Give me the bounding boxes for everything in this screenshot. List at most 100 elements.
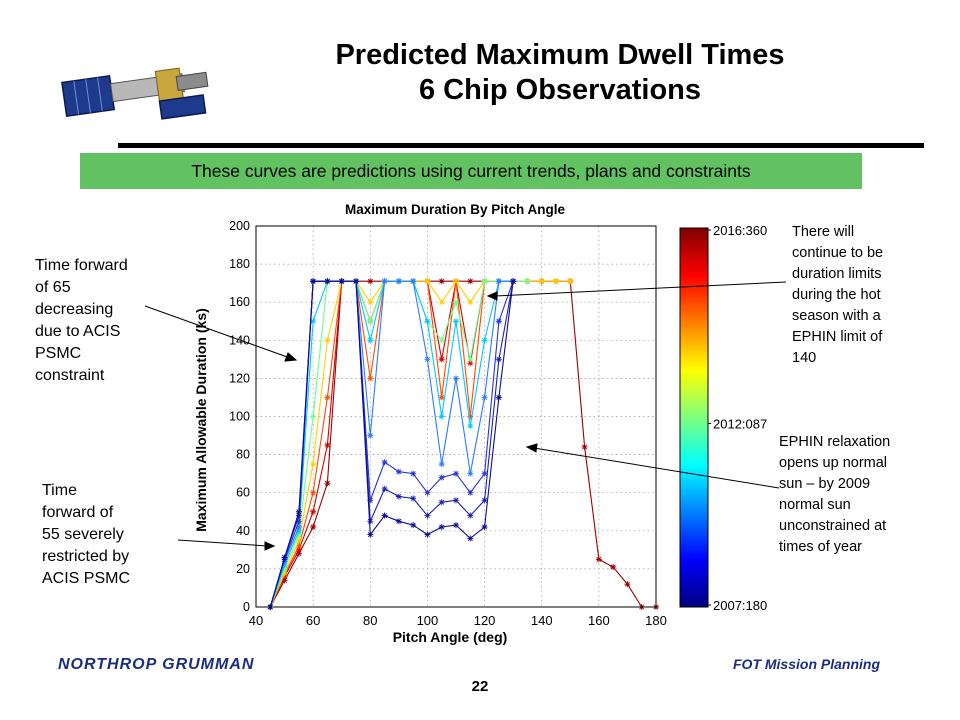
data-point [295,531,302,538]
callout-line: unconstrained at [779,518,887,534]
data-point [324,394,331,401]
data-point [367,278,374,285]
data-point [395,278,402,285]
callout-forward-65: Time forward of 65 decreasing due to ACI… [35,255,128,387]
slide-title-line2: 6 Chip Observations [418,74,701,107]
callout-line: times of year [779,539,862,555]
data-point [381,485,388,492]
callout-line: EPHIN limit of [792,329,883,345]
data-point [595,556,602,563]
chart-title: Maximum Duration By Pitch Angle [345,202,566,217]
satellite-logo [61,67,209,120]
data-point [481,470,488,477]
data-point [438,394,445,401]
data-point [310,278,317,285]
y-tick-label: 20 [236,562,250,576]
data-point [467,356,474,363]
data-point [324,480,331,487]
colorbar-label: 2012:087 [713,417,767,432]
x-tick-label: 180 [645,613,667,628]
data-point [453,470,459,477]
data-point [467,299,474,306]
data-point [467,360,474,367]
data-point [295,523,302,530]
data-point [381,512,388,519]
data-point [367,337,374,344]
data-point [467,512,474,519]
x-tick-label: 60 [306,613,320,628]
data-point [438,413,445,420]
data-point [467,535,474,542]
prediction-banner: These curves are predictions using curre… [80,153,862,189]
x-tick-label: 120 [474,613,496,628]
callout-line: forward of [42,504,114,521]
x-tick-label: 140 [531,613,553,628]
callout-line: 55 severely [42,526,124,543]
data-point [295,527,302,534]
data-point [310,489,317,496]
data-point [410,278,417,285]
x-tick-label: 80 [363,613,377,628]
callout-line: of 65 [35,279,71,296]
data-point [495,318,502,325]
data-point [424,356,431,363]
title-divider [118,143,924,148]
data-point [281,554,288,561]
colorbar-label: 2007:180 [713,598,767,613]
callout-line: PSMC [35,345,82,362]
y-tick-label: 180 [229,257,250,271]
data-point [438,461,445,468]
callout-line: during the hot [792,287,881,303]
y-tick-label: 160 [229,295,250,309]
footer-mission-planning: FOT Mission Planning [733,656,880,672]
callout-line: constraint [35,367,105,384]
data-point [481,497,488,504]
data-point [467,413,474,420]
data-point [295,550,302,557]
data-point [310,318,317,325]
data-point [324,278,331,285]
data-point [367,375,374,382]
data-point [495,394,502,401]
data-point [424,512,431,519]
callout-hot-season: There will continue to be duration limit… [792,222,883,369]
data-point [367,318,374,325]
callout-line: EPHIN relaxation [779,434,891,450]
page-number: 22 [471,678,489,695]
data-point [324,442,331,449]
data-point [424,278,431,285]
callout-line: Time forward [35,257,128,274]
y-tick-label: 120 [229,371,250,385]
data-point [453,522,459,529]
callout-line: duration limits [792,266,882,282]
data-point [438,356,445,363]
callout-forward-55: Time forward of 55 severely restricted b… [42,480,130,590]
data-point [367,299,374,306]
colorbar-label: 2016:360 [713,223,767,238]
colorbar [679,227,709,608]
callout-line: decreasing [35,301,114,318]
data-point [553,278,559,285]
callout-line: season with a [792,308,881,324]
data-point [367,497,374,504]
data-point [281,565,288,572]
data-point [310,523,317,530]
data-point [481,523,488,530]
northrop-grumman-logo: NORTHROP GRUMMAN [58,656,255,673]
series-line [269,280,656,608]
x-tick-label: 160 [588,613,610,628]
data-point [467,470,474,477]
data-point [395,468,402,475]
data-point [524,278,531,285]
data-point [295,537,302,544]
y-tick-label: 0 [243,600,250,614]
data-point [624,581,631,588]
data-point [295,518,302,525]
callout-line: restricted by [42,548,130,565]
callout-ephin-relaxation: EPHIN relaxation opens up normal sun – b… [779,432,890,558]
data-point [295,543,302,550]
data-point [438,499,445,506]
callout-line: 140 [792,350,817,366]
data-point [510,278,517,285]
